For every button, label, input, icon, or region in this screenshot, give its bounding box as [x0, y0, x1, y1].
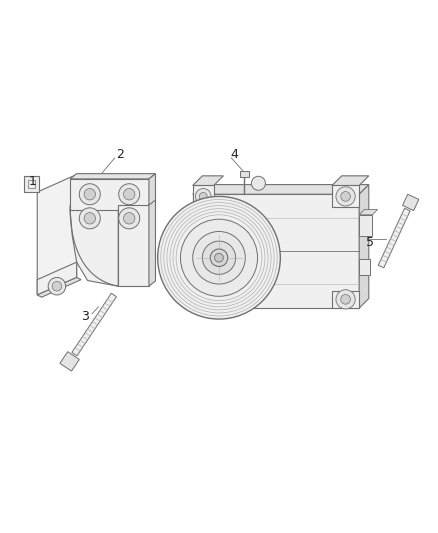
Polygon shape	[118, 205, 149, 286]
Polygon shape	[193, 194, 359, 308]
Circle shape	[84, 189, 95, 200]
Polygon shape	[24, 176, 39, 192]
Polygon shape	[193, 185, 214, 207]
Polygon shape	[70, 174, 155, 179]
Circle shape	[124, 213, 135, 224]
Polygon shape	[403, 194, 419, 211]
Circle shape	[341, 191, 350, 201]
Polygon shape	[60, 352, 79, 371]
Circle shape	[119, 184, 140, 205]
Circle shape	[336, 290, 355, 309]
Circle shape	[210, 249, 228, 266]
Circle shape	[79, 208, 100, 229]
Text: 4: 4	[230, 148, 238, 161]
Circle shape	[119, 208, 140, 229]
Circle shape	[251, 176, 265, 190]
Text: 3: 3	[81, 310, 89, 324]
Polygon shape	[378, 208, 410, 268]
Circle shape	[199, 192, 207, 200]
Polygon shape	[72, 293, 117, 356]
Text: 5: 5	[366, 236, 374, 249]
Polygon shape	[193, 176, 223, 185]
Polygon shape	[37, 174, 77, 295]
Polygon shape	[359, 209, 378, 215]
Polygon shape	[332, 176, 369, 185]
Circle shape	[336, 187, 355, 206]
Circle shape	[341, 295, 350, 304]
Circle shape	[195, 189, 211, 204]
Text: 2: 2	[117, 148, 124, 161]
Bar	[359, 259, 370, 275]
Circle shape	[79, 184, 100, 205]
Circle shape	[193, 231, 245, 284]
Circle shape	[52, 281, 62, 291]
Polygon shape	[149, 174, 155, 209]
Bar	[359, 215, 372, 236]
Polygon shape	[37, 278, 81, 297]
Polygon shape	[193, 290, 215, 308]
Text: 1: 1	[29, 175, 37, 188]
Circle shape	[180, 219, 258, 296]
Polygon shape	[332, 185, 359, 207]
Polygon shape	[359, 184, 369, 308]
Polygon shape	[70, 179, 149, 209]
Circle shape	[48, 278, 66, 295]
Polygon shape	[149, 200, 155, 286]
Circle shape	[124, 189, 135, 200]
Polygon shape	[332, 290, 359, 308]
Polygon shape	[70, 205, 118, 286]
Polygon shape	[240, 171, 249, 177]
Circle shape	[158, 197, 280, 319]
Circle shape	[202, 241, 236, 274]
Polygon shape	[37, 262, 77, 295]
Circle shape	[197, 292, 211, 306]
Polygon shape	[193, 184, 369, 194]
Circle shape	[84, 213, 95, 224]
Circle shape	[215, 253, 223, 262]
